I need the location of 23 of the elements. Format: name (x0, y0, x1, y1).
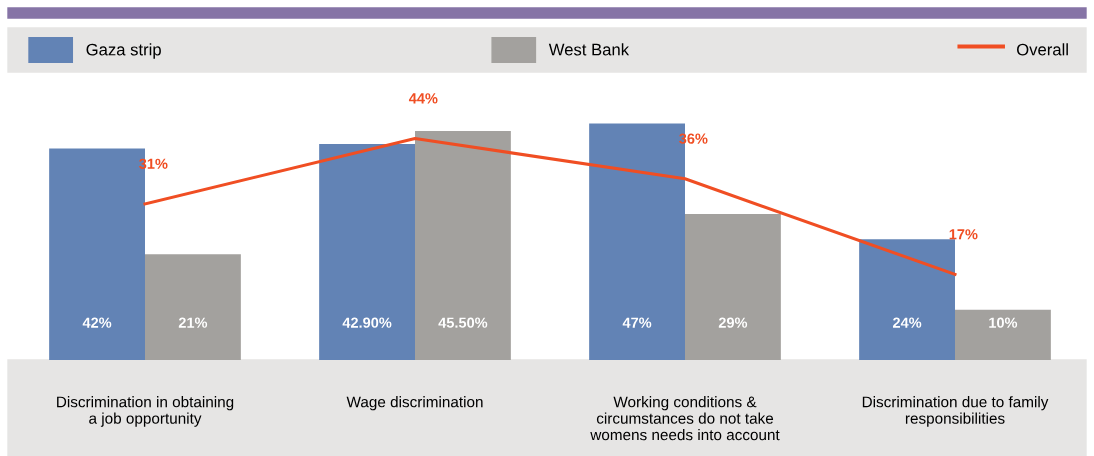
legend-label: Overall (1017, 43, 1068, 56)
legend-label: West Bank (548, 43, 630, 56)
data-label: 47% (622, 317, 652, 328)
data-label: 42% (82, 317, 112, 328)
data-label: 24% (892, 317, 922, 328)
data-label: 44% (408, 93, 438, 104)
bar (859, 239, 955, 360)
bar (685, 214, 781, 360)
bar (145, 254, 241, 360)
x-tick-label: Working conditions & circumstances do not take womens needs into account (590, 396, 780, 441)
data-label: 42.90% (342, 317, 392, 328)
data-label: 29% (718, 317, 748, 328)
bar (415, 130, 511, 360)
x-tick-label: Wage discrimination (346, 396, 483, 411)
data-label: 10% (989, 317, 1018, 328)
x-tick-label: Discrimination due to family responsibilities (862, 396, 1049, 427)
legend-label: Gaza strip (86, 43, 161, 59)
data-label: 17% (949, 229, 978, 240)
x-tick-label: Discrimination in obtaining a job opportunity (57, 396, 234, 427)
data-label: 45.50% (438, 317, 488, 328)
data-label: 21% (178, 317, 208, 328)
bar (319, 144, 415, 360)
bar (955, 309, 1051, 360)
